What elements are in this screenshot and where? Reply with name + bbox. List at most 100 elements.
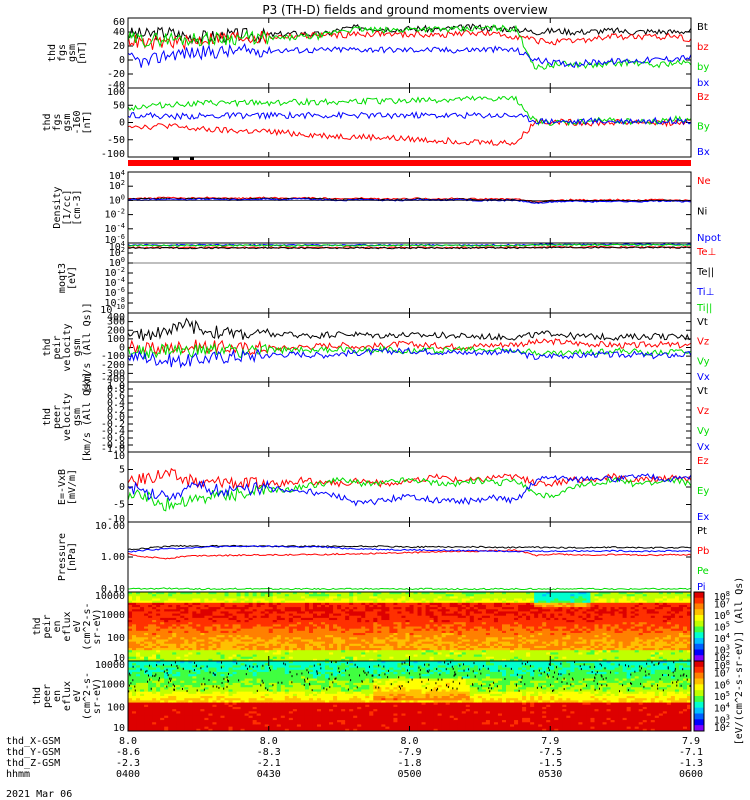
heatmap-cell [670,613,676,617]
heatmap-cell [228,611,234,615]
heatmap-cell [264,652,270,656]
heatmap-cell [321,609,326,612]
heatmap-cell [329,611,334,615]
heatmap-cell [180,635,185,638]
heatmap-cell [144,656,149,660]
heatmap-cell [638,639,644,643]
heatmap-cell [341,632,346,636]
heatmap-cell [248,632,254,636]
heatmap-cell [622,630,628,634]
heatmap-cell [594,648,600,651]
heatmap-cell [168,632,173,636]
heatmap-cell [602,632,608,636]
heatmap-cell [208,628,213,632]
heatmap-cell [413,635,419,638]
heatmap-cell [325,592,330,595]
heatmap-cell [365,635,370,638]
heatmap-cell [288,594,294,597]
heatmap-cell [353,594,358,597]
heatmap-cell [268,641,274,645]
heatmap-cell [425,643,431,647]
heatmap-cell [236,632,242,636]
heatmap-cell [373,596,378,599]
heatmap-cell [377,637,382,640]
heatmap-cell [377,626,382,630]
ytick-label: 5 [119,465,125,476]
heatmap-cell [321,594,326,597]
heatmap-cell [401,650,406,653]
heatmap-cell [140,650,145,653]
heatmap-cell [365,639,370,643]
heatmap-cell [598,652,604,656]
heatmap-cell [437,609,443,612]
heatmap-cell [220,611,226,615]
heatmap-cell [220,635,226,638]
heatmap-cell [369,604,374,608]
heatmap-cell [481,641,487,645]
heatmap-cell [421,615,427,619]
heatmap-cell [626,635,632,638]
heatmap-cell [506,630,511,634]
heatmap-cell [373,643,378,647]
heatmap-cell [188,645,193,649]
heatmap-cell [256,604,262,608]
heatmap-cell [248,607,254,610]
heatmap-cell [461,604,467,608]
heatmap-cell [345,617,350,621]
heatmap-cell [276,643,282,647]
heatmap-cell [405,645,410,649]
heatmap-cell [618,624,624,627]
heatmap-cell [506,654,511,658]
heatmap-cell [337,626,342,630]
heatmap-cell [401,643,406,647]
heatmap-cell [433,613,439,617]
heatmap-cell [674,615,680,619]
heatmap-cell [152,652,157,656]
heatmap-cell [465,652,471,656]
heatmap-cell [385,658,390,662]
heatmap-cell [614,615,620,619]
heatmap-cell [590,600,595,604]
heatmap-cell [497,635,503,638]
heatmap-cell [308,639,314,643]
legend-Vy: Vy [697,426,710,437]
heatmap-cell [176,600,181,604]
heatmap-cell [646,641,652,645]
heatmap-cell [481,615,487,619]
heatmap-cell [140,709,145,712]
heatmap-cell [658,607,664,610]
heatmap-cell [168,643,173,647]
heatmap-cell [256,650,262,653]
heatmap-cell [542,654,547,658]
heatmap-cell [409,650,415,653]
heatmap-cell [554,639,559,643]
heatmap-cell [264,654,270,658]
heatmap-cell [140,613,145,617]
heatmap-cell [357,620,362,623]
heatmap-cell [566,652,571,656]
heatmap-cell [622,637,628,640]
heatmap-cell [304,620,310,623]
heatmap-cell [594,630,600,634]
heatmap-cell [409,648,415,651]
heatmap-cell [276,624,282,627]
heatmap-cell [373,645,378,649]
panel-peir_eflux: thd peir en eflux eV (cm^2-s-sr-eV)1000010001… [32,591,692,664]
heatmap-cell [168,641,173,645]
heatmap-cell [252,632,258,636]
heatmap-cell [353,622,358,625]
heatmap-cell [493,626,499,630]
heatmap-cell [449,611,455,615]
heatmap-cell [288,596,294,599]
heatmap-cell [300,630,306,634]
heatmap-cell [152,648,157,651]
heatmap-cell [534,602,539,606]
heatmap-cell [160,641,165,645]
heatmap-cell [292,600,298,604]
heatmap-cell [413,645,419,649]
heatmap-cell [160,604,165,608]
heatmap-cell [204,594,209,597]
heatmap-cell [312,654,318,658]
heatmap-cell [220,637,226,640]
heatmap-cell [128,687,133,690]
